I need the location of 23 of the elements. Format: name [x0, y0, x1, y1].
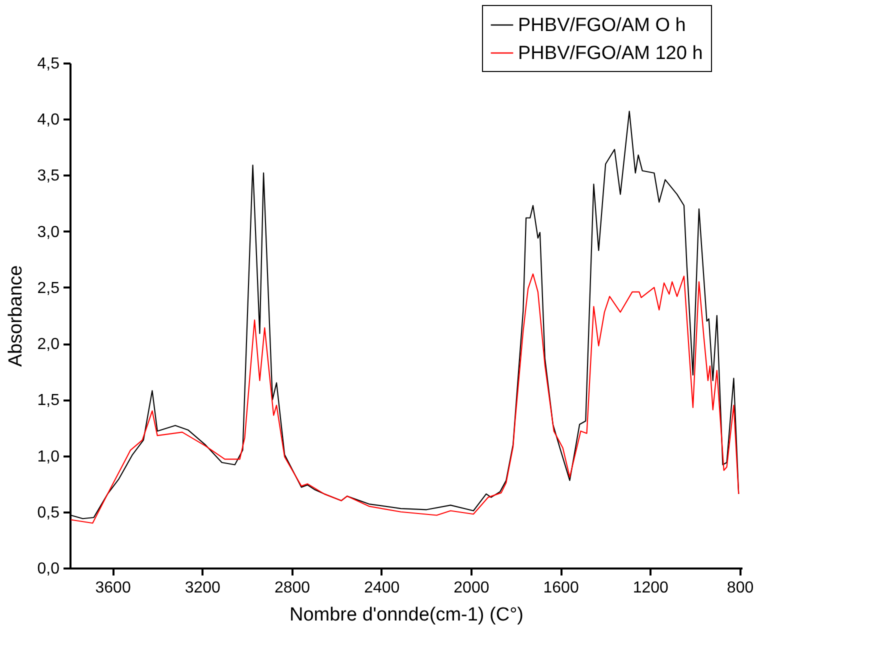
- x-tick-label: 1200: [632, 580, 669, 596]
- x-tick-label: 3600: [95, 580, 131, 596]
- legend-label: PHBV/FGO/AM 120 h: [518, 43, 703, 64]
- y-tick-label: 2,5: [37, 280, 60, 297]
- x-tick-label: 2000: [454, 580, 490, 596]
- x-tick-label: 1600: [543, 580, 579, 596]
- x-tick-label: 2400: [364, 580, 400, 596]
- y-tick-label: 4,0: [37, 112, 60, 129]
- x-tick-label: 2800: [274, 580, 310, 596]
- y-tick-label: 3,5: [37, 168, 60, 185]
- y-tick-label: 1,5: [37, 392, 60, 410]
- y-tick-label: 2,0: [37, 336, 60, 354]
- y-tick-label: 3,0: [37, 224, 60, 241]
- y-tick-label: 0,5: [37, 504, 60, 522]
- x-tick-label: 800: [726, 580, 754, 596]
- y-tick-label: 0,0: [37, 560, 60, 578]
- y-tick-label: 4,5: [37, 56, 60, 72]
- x-axis-title: Nombre d'onnde(cm-1) (C°): [289, 604, 524, 626]
- legend-label: PHBV/FGO/AM O h: [518, 15, 686, 36]
- y-axis-title: Absorbance: [5, 265, 26, 367]
- x-tick-label: 3200: [184, 580, 221, 596]
- y-tick-label: 1,0: [37, 448, 60, 466]
- line-series: [70, 273, 740, 524]
